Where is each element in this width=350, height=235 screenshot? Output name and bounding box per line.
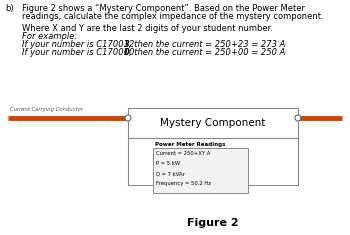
Bar — [128, 108, 298, 138]
Text: Where X and Y are the last 2 digits of your student number.: Where X and Y are the last 2 digits of y… — [22, 24, 273, 33]
Text: readings, calculate the complex impedance of the mystery component.: readings, calculate the complex impedanc… — [22, 12, 324, 21]
Text: Q = 7 kVAr: Q = 7 kVAr — [156, 171, 185, 176]
Circle shape — [295, 115, 301, 121]
Text: , then the current = 250+00 = 250 A: , then the current = 250+00 = 250 A — [129, 48, 285, 57]
Circle shape — [125, 115, 131, 121]
Text: Figure 2 shows a “Mystery Component”. Based on the Power Meter: Figure 2 shows a “Mystery Component”. Ba… — [22, 4, 305, 13]
Text: Figure 2: Figure 2 — [187, 218, 239, 228]
Text: b): b) — [5, 4, 14, 13]
Text: Power Meter Readings: Power Meter Readings — [155, 142, 225, 147]
Text: 0: 0 — [124, 48, 130, 57]
Text: 3: 3 — [124, 40, 130, 49]
Text: If your number is C170012: If your number is C170012 — [22, 40, 134, 49]
Text: , then the current = 250+23 = 273 A: , then the current = 250+23 = 273 A — [129, 40, 285, 49]
Text: Current Carrying Conductor: Current Carrying Conductor — [10, 107, 83, 112]
Text: Mystery Component: Mystery Component — [160, 118, 266, 128]
Text: For example:: For example: — [22, 32, 77, 41]
Text: Frequency = 50.2 Hz: Frequency = 50.2 Hz — [156, 181, 211, 186]
Text: P = 5 kW: P = 5 kW — [156, 161, 180, 166]
Bar — [153, 148, 248, 193]
Text: If your number is C170010: If your number is C170010 — [22, 48, 134, 57]
Text: Current = 250+XY A: Current = 250+XY A — [156, 151, 210, 156]
